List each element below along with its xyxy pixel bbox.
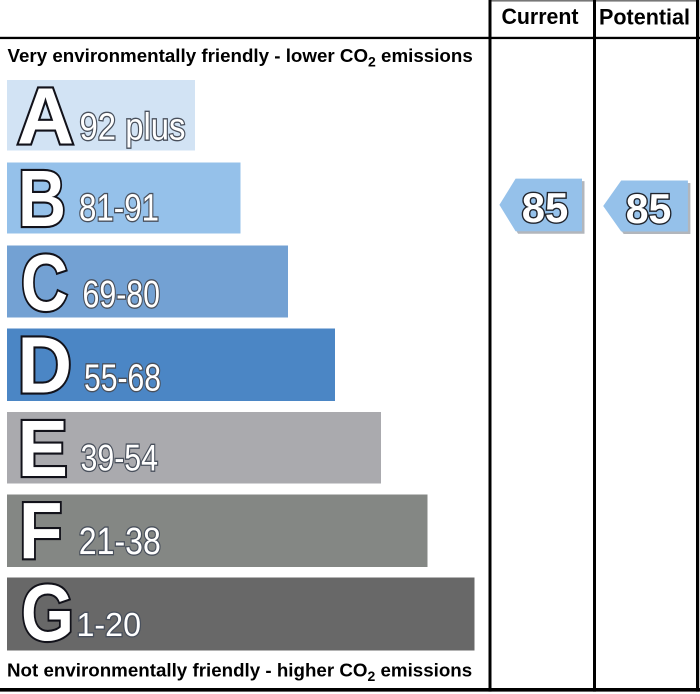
svg-text:85: 85 (522, 184, 569, 231)
svg-text:69-80: 69-80 (83, 274, 161, 316)
svg-text:A: A (17, 71, 74, 160)
svg-text:92 plus: 92 plus (80, 107, 186, 149)
svg-text:Potential: Potential (599, 4, 690, 29)
svg-text:85: 85 (626, 185, 672, 232)
svg-text:39-54: 39-54 (81, 438, 159, 479)
svg-text:G: G (21, 568, 74, 657)
svg-text:Current: Current (502, 4, 580, 29)
svg-text:C: C (21, 238, 68, 327)
svg-text:Not environmentally friendly -: Not environmentally friendly - higher CO… (7, 660, 472, 684)
svg-text:21-38: 21-38 (79, 521, 161, 563)
svg-text:81-91: 81-91 (79, 188, 159, 230)
svg-text:B: B (18, 154, 66, 243)
svg-text:Very environmentally friendly: Very environmentally friendly - lower CO… (8, 45, 473, 69)
svg-text:F: F (19, 486, 63, 575)
svg-text:D: D (18, 321, 73, 410)
svg-text:55-68: 55-68 (84, 358, 161, 400)
svg-text:1-20: 1-20 (77, 607, 142, 644)
svg-text:E: E (18, 404, 69, 493)
